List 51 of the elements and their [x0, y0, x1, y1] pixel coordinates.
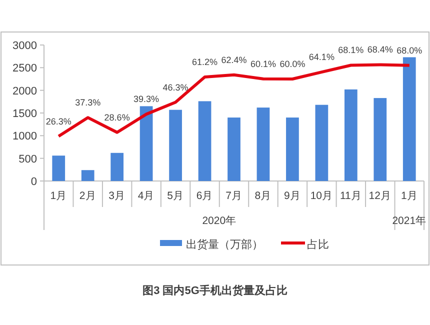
legend-label: 占比 [307, 238, 329, 251]
data-label: 60.1% [250, 58, 276, 69]
x-tick-label: 9月 [284, 190, 301, 202]
bar [81, 170, 94, 181]
x-tick-label: 6月 [196, 190, 214, 202]
text: 2020年 [202, 215, 237, 227]
bar [110, 152, 124, 181]
data-label: 28.6% [104, 112, 130, 122]
data-label: 68.1% [338, 45, 364, 56]
data-label: 68.0% [396, 45, 422, 56]
x-tick-label: 12月 [368, 190, 392, 202]
bar [140, 106, 153, 181]
data-label: 61.2% [192, 56, 218, 67]
x-tick-label: 2月 [79, 190, 96, 202]
text: 2021年 [392, 215, 427, 227]
data-label: 62.4% [221, 54, 247, 65]
y-tick-label: 2500 [12, 62, 37, 75]
x-tick-label: 8月 [254, 190, 272, 202]
x-tick-label: 7月 [226, 190, 242, 202]
bar [315, 104, 328, 181]
bar [286, 118, 299, 181]
bar [344, 89, 358, 181]
bar [374, 98, 387, 181]
x-tick-label: 1月 [400, 190, 418, 202]
legend-label: 出货量（万部） [186, 238, 263, 251]
bar [228, 118, 240, 181]
data-label: 46.3% [162, 82, 188, 92]
x-tick-label: 1月 [50, 190, 68, 202]
x-tick-label: 5月 [167, 190, 184, 202]
data-label: 68.4% [367, 44, 393, 55]
data-label: 37.3% [75, 98, 101, 108]
bar [52, 156, 66, 181]
y-tick-label: 2000 [12, 85, 37, 98]
y-tick-label: 1500 [12, 108, 37, 120]
bar [402, 57, 416, 181]
x-tick-label: 3月 [108, 190, 126, 202]
text: 图3 国内5G手机出货量及占比 [142, 284, 288, 297]
x-tick-label: 11月 [340, 190, 362, 202]
y-tick-label: 1000 [12, 130, 37, 143]
data-label: 64.1% [308, 52, 334, 62]
x-tick-label: 10月 [310, 190, 334, 202]
x-tick-label: 4月 [138, 190, 155, 202]
data-label: 26.3% [46, 116, 72, 126]
y-tick-label: 3000 [12, 40, 37, 52]
data-label: 60.0% [280, 59, 306, 69]
bar [256, 108, 270, 181]
bar [169, 110, 182, 181]
y-tick-label: 500 [18, 153, 37, 166]
y-tick-label: 0 [30, 176, 37, 188]
bar [198, 101, 212, 181]
data-label: 39.3% [134, 94, 160, 104]
